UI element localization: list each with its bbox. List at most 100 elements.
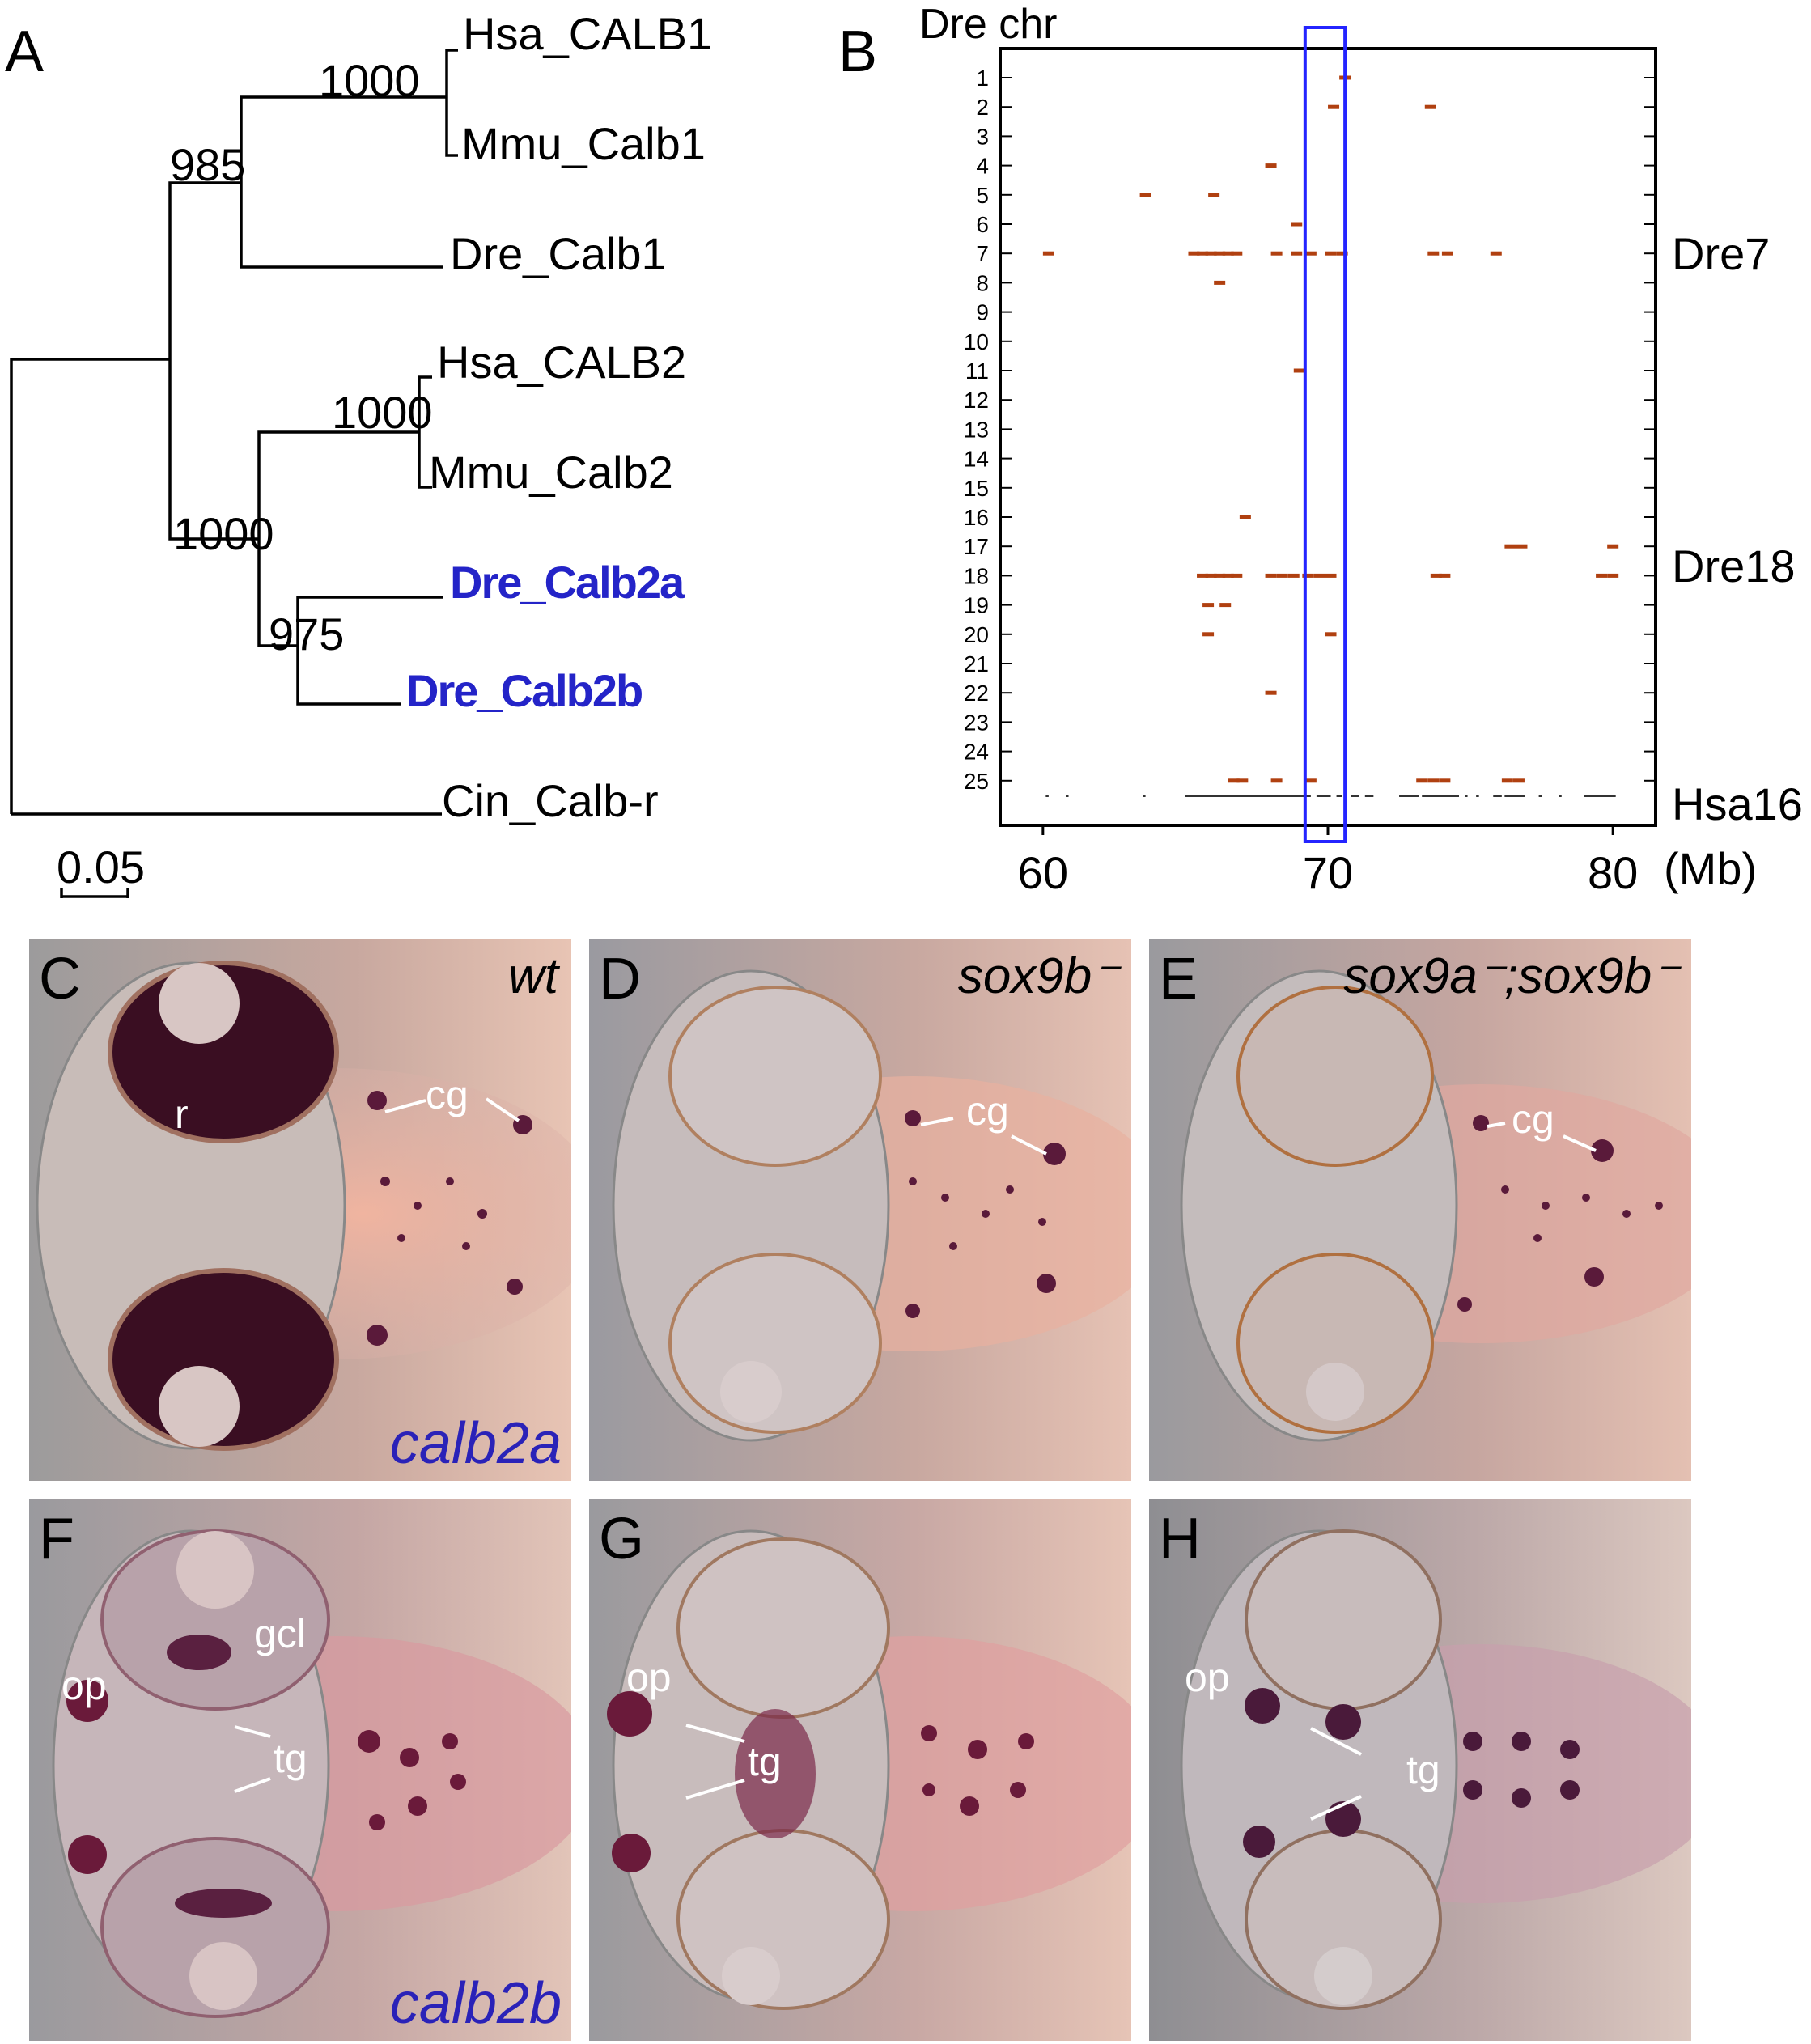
tree-calb2ab [296,596,443,706]
y-tick-label: 10 [964,329,989,354]
bootstrap-calb1-mammal: 1000 [319,55,420,106]
y-tick-label: 7 [976,241,989,266]
panel-g-label: G [599,1507,645,1571]
annotation-cg: cg [1512,1096,1554,1142]
tree-calb1-mammal [240,95,447,183]
plot-frame [999,47,1657,827]
bootstrap-calb2-mammal: 1000 [332,387,433,438]
panel-d-micrograph [589,939,1131,1481]
panel-d: D sox9b⁻ cg [589,939,1131,1481]
y-tick-label: 17 [964,534,989,559]
scale-bar-label: 0.05 [57,842,145,893]
panel-b: B Dre chr 1 2 3 4 5 6 7 8 9 10 11 12 13 14 15 16 17 18 19 2… [809,0,1811,906]
taxon-dre-calb2a: Dre_Calb2a [450,557,685,608]
tree-calb2-clade [168,359,259,541]
panel-c-label: C [39,947,81,1011]
annotation-tg: tg [1406,1747,1440,1792]
y-tick-label: 14 [964,447,989,472]
panel-g: G op tg [589,1499,1131,2041]
panel-e-label: E [1159,947,1198,1011]
y-tick-label: 25 [964,769,989,794]
y-tick-label: 11 [965,358,989,384]
y-tick-label: 19 [964,593,989,618]
annotation-cg: cg [966,1088,1009,1134]
bootstrap-calb1-clade: 985 [170,139,246,190]
tree-calb1-clade [168,181,241,359]
panel-c-micrograph [29,939,571,1481]
y-tick-label: 21 [964,651,989,676]
tree-root-branch [10,358,170,814]
panel-f: F calb2b op gcl tg [29,1499,571,2041]
annotation-op: op [626,1655,672,1700]
panel-f-label: F [39,1507,74,1571]
y-tick-label: 12 [964,388,989,413]
y-tick-label: 4 [976,154,989,179]
panel-c: C wt calb2a r cg [29,939,571,1481]
x-tick-label: 80 [1588,847,1638,898]
panel-d-genotype: sox9b⁻ [957,948,1118,1004]
panel-h-label: H [1159,1507,1201,1571]
taxon-mmu-calb1: Mmu_Calb1 [461,118,706,169]
taxon-cin-calb-r: Cin_Calb-r [442,775,659,826]
y-tick-label: 23 [964,710,989,735]
panel-b-label: B [838,19,878,84]
panel-d-label: D [599,947,641,1011]
annotation-tg: tg [274,1736,307,1781]
highlight-region-box [1303,26,1347,843]
y-tick-label: 20 [964,622,989,647]
taxon-mmu-calb2: Mmu_Calb2 [429,447,673,498]
phylogenetic-tree [10,49,458,898]
taxon-hsa-calb1: Hsa_CALB1 [463,8,713,59]
panel-a-label: A [5,19,45,84]
annotation-op: op [61,1663,107,1708]
panel-f-gene: calb2b [389,1971,562,2036]
label-dre7: Dre7 [1672,228,1771,279]
taxon-hsa-calb2: Hsa_CALB2 [437,337,687,388]
label-dre18: Dre18 [1672,541,1796,592]
synteny-plot: 1234567891011121314151617181920212223242… [964,26,1657,898]
panel-g-micrograph [589,1499,1131,2041]
panel-a: A Hsa_CALB1 Mmu_Calb1 Dre_Calb1 Hsa_CALB… [0,0,809,906]
y-tick-label: 13 [964,417,989,442]
panel-e-micrograph [1149,939,1691,1481]
y-tick-label: 15 [964,476,989,501]
y-tick-label: 24 [964,740,989,765]
y-tick-label: 8 [976,270,989,295]
taxon-dre-calb1: Dre_Calb1 [450,228,667,279]
y-tick-label: 6 [976,212,989,237]
annotation-r: r [175,1092,189,1137]
y-tick-label: 2 [976,95,989,120]
tree-calb2-hsa-mmu [418,375,432,489]
y-tick-label: 1 [976,66,989,91]
tree-calb1-dre [240,183,443,269]
annotation-cg: cg [426,1072,469,1117]
scale-bar [60,888,129,898]
y-tick-label: 18 [964,563,989,588]
annotation-tg: tg [748,1739,782,1784]
panel-h: H op tg [1149,1499,1691,2041]
x-tick-label: 70 [1303,847,1353,898]
bootstrap-calb2-clade: 1000 [173,508,274,559]
y-tick-label: 16 [964,505,989,530]
annotation-op: op [1185,1655,1230,1700]
tree-calb2-dre [257,539,298,647]
panel-h-micrograph [1149,1499,1691,2041]
bootstrap-calb2ab: 975 [269,609,345,659]
panel-e-genotype: sox9a⁻;sox9b⁻ [1343,948,1678,1004]
panel-c-genotype: wt [508,948,558,1004]
panel-e: E sox9a⁻;sox9b⁻ cg [1149,939,1691,1481]
label-hsa16: Hsa16 [1672,778,1803,829]
x-axis-unit: (Mb) [1664,843,1758,894]
annotation-gcl: gcl [254,1611,306,1656]
y-tick-label: 22 [964,681,989,706]
taxon-dre-calb2b: Dre_Calb2b [406,665,643,716]
panel-c-gene: calb2a [389,1411,562,1476]
y-axis-title: Dre chr [919,1,1058,48]
y-tick-label: 5 [976,183,989,208]
tree-calb1-hsa-mmu [445,49,458,157]
y-tick-label: 9 [976,300,989,325]
tree-calb2-mammal [257,430,419,539]
x-tick-label: 60 [1018,847,1068,898]
panel-f-micrograph [29,1499,571,2041]
y-tick-label: 3 [976,124,989,149]
